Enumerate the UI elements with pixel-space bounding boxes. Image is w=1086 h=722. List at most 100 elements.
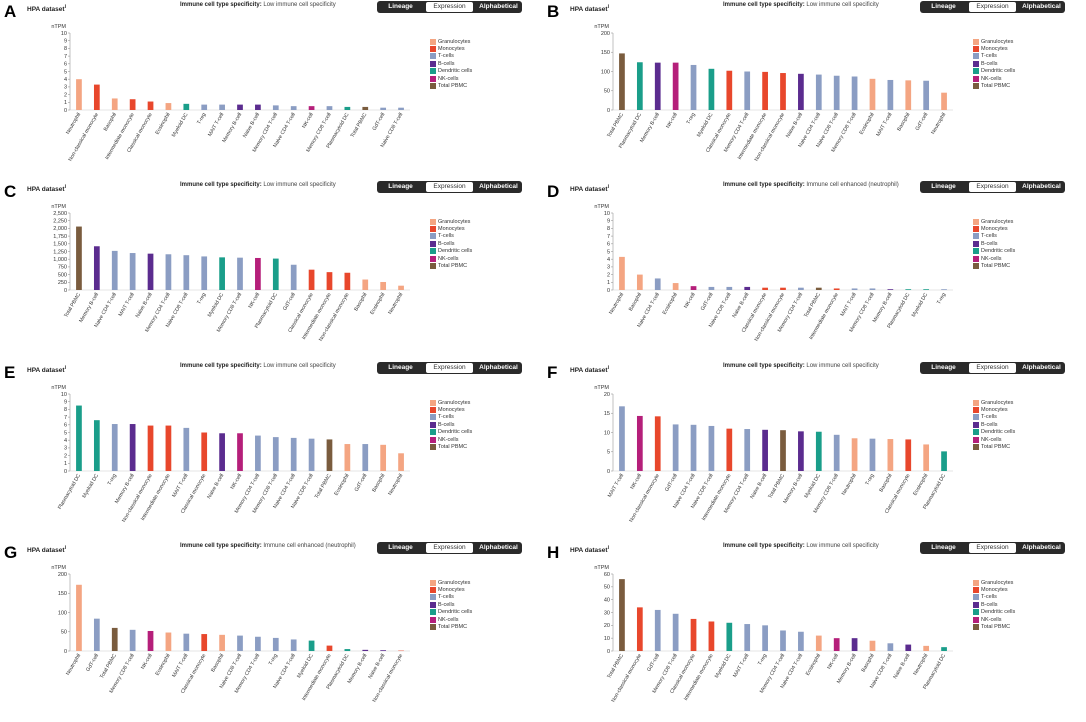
- bar[interactable]: [869, 78, 876, 110]
- bar[interactable]: [851, 288, 858, 290]
- legend-item[interactable]: Granulocytes: [430, 579, 472, 586]
- bar[interactable]: [708, 425, 715, 471]
- legend-item[interactable]: NK-cells: [973, 436, 1015, 443]
- bar[interactable]: [636, 415, 643, 471]
- toggle-lineage[interactable]: Lineage: [931, 183, 956, 190]
- toggle-lineage[interactable]: Lineage: [388, 3, 413, 10]
- bar[interactable]: [672, 283, 679, 290]
- bar[interactable]: [941, 92, 947, 110]
- legend-item[interactable]: Monocytes: [430, 45, 472, 53]
- bar[interactable]: [780, 630, 786, 651]
- bar[interactable]: [780, 287, 786, 290]
- bar[interactable]: [201, 634, 208, 651]
- info-icon[interactable]: i: [607, 545, 609, 551]
- bar[interactable]: [290, 106, 297, 110]
- bar[interactable]: [762, 71, 768, 110]
- legend-item[interactable]: Dendritic cells: [430, 609, 472, 616]
- toggle-expression[interactable]: Expression: [969, 543, 1016, 553]
- bar[interactable]: [762, 287, 768, 290]
- bar[interactable]: [619, 53, 625, 110]
- legend-item[interactable]: Granulocytes: [430, 38, 472, 45]
- bar[interactable]: [923, 645, 930, 651]
- bar[interactable]: [93, 618, 100, 651]
- bar[interactable]: [183, 103, 190, 110]
- bar[interactable]: [762, 429, 768, 471]
- legend-item[interactable]: NK-cells: [430, 75, 472, 82]
- bar[interactable]: [798, 631, 804, 651]
- bar[interactable]: [237, 104, 243, 110]
- bar[interactable]: [654, 609, 661, 651]
- bar[interactable]: [76, 584, 82, 651]
- bar[interactable]: [129, 629, 136, 651]
- bar[interactable]: [905, 644, 912, 651]
- legend-item[interactable]: Granulocytes: [430, 218, 472, 225]
- bar[interactable]: [129, 424, 136, 471]
- bar[interactable]: [690, 286, 697, 290]
- bar[interactable]: [905, 289, 912, 290]
- legend-item[interactable]: Monocytes: [973, 45, 1015, 53]
- toggle-expression[interactable]: Expression: [426, 182, 473, 192]
- legend-item[interactable]: Monocytes: [973, 406, 1015, 414]
- bar[interactable]: [708, 286, 715, 290]
- bar[interactable]: [654, 416, 661, 471]
- toggle-alphabetical[interactable]: Alphabetical: [1022, 544, 1061, 551]
- bar[interactable]: [798, 287, 804, 290]
- bar[interactable]: [923, 444, 930, 471]
- bar[interactable]: [833, 75, 840, 110]
- bar[interactable]: [76, 226, 82, 290]
- bar[interactable]: [380, 444, 387, 471]
- bar[interactable]: [111, 98, 118, 110]
- bar[interactable]: [237, 257, 243, 290]
- bar[interactable]: [272, 105, 279, 110]
- bar[interactable]: [398, 285, 404, 290]
- bar[interactable]: [780, 73, 786, 110]
- bar[interactable]: [869, 640, 876, 651]
- bar[interactable]: [362, 649, 369, 651]
- bar[interactable]: [887, 289, 894, 290]
- info-icon[interactable]: i: [64, 184, 66, 190]
- toggle-alphabetical[interactable]: Alphabetical: [479, 364, 518, 371]
- bar[interactable]: [815, 74, 822, 110]
- bar[interactable]: [272, 637, 279, 651]
- legend-item[interactable]: Total PBMC: [973, 443, 1015, 451]
- bar[interactable]: [398, 107, 404, 110]
- legend-item[interactable]: Granulocytes: [973, 38, 1015, 45]
- bar[interactable]: [744, 71, 751, 111]
- bar[interactable]: [654, 278, 661, 290]
- bar[interactable]: [869, 438, 876, 471]
- bar[interactable]: [398, 453, 404, 471]
- bar[interactable]: [362, 444, 369, 471]
- legend-item[interactable]: NK-cells: [973, 255, 1015, 262]
- bar[interactable]: [941, 451, 947, 471]
- info-icon[interactable]: i: [607, 4, 609, 10]
- bar[interactable]: [744, 429, 751, 471]
- bar[interactable]: [326, 645, 333, 651]
- bar[interactable]: [147, 101, 154, 110]
- bar[interactable]: [815, 635, 822, 651]
- legend-item[interactable]: B-cells: [430, 240, 472, 247]
- toggle-alphabetical[interactable]: Alphabetical: [1022, 3, 1061, 10]
- legend-item[interactable]: B-cells: [430, 421, 472, 428]
- bar[interactable]: [111, 424, 118, 471]
- bar[interactable]: [183, 255, 190, 290]
- bar[interactable]: [326, 106, 333, 110]
- bar[interactable]: [941, 289, 947, 290]
- bar[interactable]: [219, 257, 225, 290]
- bar[interactable]: [672, 613, 679, 651]
- legend-item[interactable]: T-cells: [430, 594, 472, 601]
- bar[interactable]: [941, 647, 947, 651]
- bar[interactable]: [308, 269, 315, 290]
- bar[interactable]: [905, 439, 912, 471]
- bar[interactable]: [690, 618, 697, 651]
- bar[interactable]: [762, 625, 768, 651]
- bar[interactable]: [344, 272, 351, 290]
- bar[interactable]: [726, 70, 733, 110]
- legend-item[interactable]: NK-cells: [430, 255, 472, 262]
- bar[interactable]: [780, 430, 786, 471]
- bar[interactable]: [201, 104, 208, 110]
- info-icon[interactable]: i: [607, 184, 609, 190]
- legend-item[interactable]: Dendritic cells: [973, 609, 1015, 616]
- bar[interactable]: [744, 286, 751, 290]
- bar[interactable]: [815, 431, 822, 471]
- bar[interactable]: [344, 649, 351, 651]
